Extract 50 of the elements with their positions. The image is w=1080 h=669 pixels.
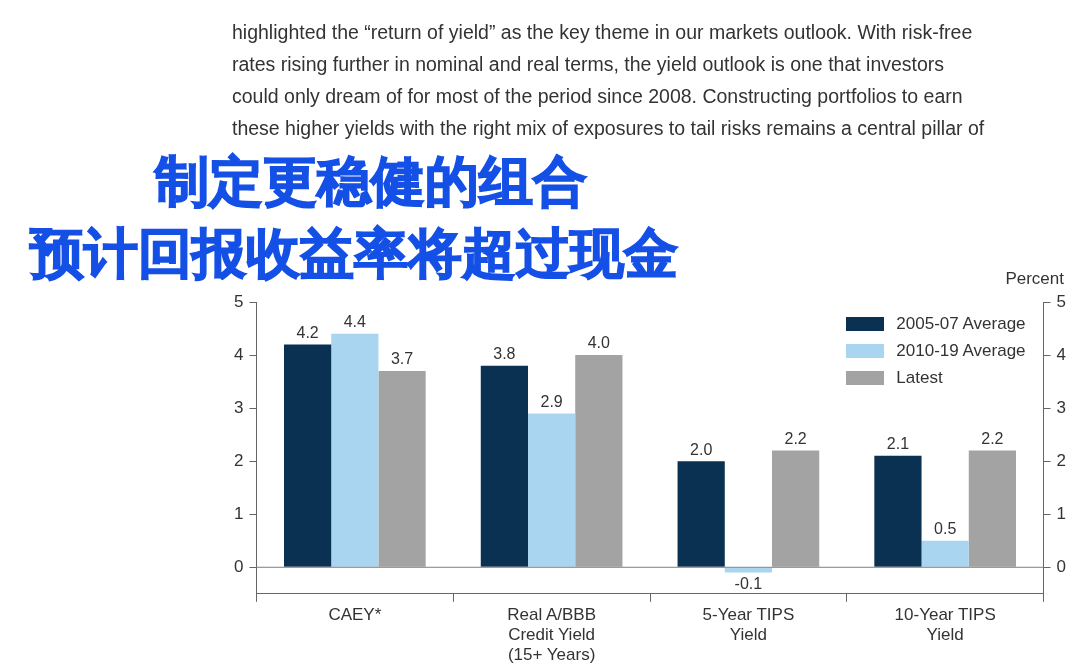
y2-tick-label: 5	[1056, 291, 1067, 311]
x-tick-label: Real A/BBB Credit Yield (15+ Years)	[507, 604, 597, 665]
chart-subtitle: 预计回报收益率将超过现金	[30, 221, 678, 287]
bar	[284, 344, 332, 567]
legend-label: 2010-19 Average	[896, 340, 1026, 361]
text: rates rising further in nominal and real terms, the yield outlook is one that investors	[232, 52, 946, 77]
data-label: 4.0	[587, 334, 611, 352]
y2-tick-label: 4	[1056, 344, 1067, 364]
bar	[724, 567, 772, 573]
y2-tick-label: 2	[1056, 450, 1067, 470]
data-label: 2.1	[886, 435, 910, 453]
data-label: 3.7	[390, 350, 414, 368]
text: highlighted the “return of yield” as the key theme in our markets outlook. With risk-free	[232, 20, 974, 45]
x-tick-label: CAEY*	[328, 604, 382, 624]
data-label: 4.4	[343, 313, 367, 331]
y2-tick-label: 0	[1056, 556, 1067, 576]
legend-label: 2005-07 Average	[896, 313, 1026, 334]
y-tick-label: 3	[233, 397, 244, 417]
chart-title: 制定更稳健的组合	[155, 149, 587, 215]
text: could only dream of for most of the period since 2008. Constructing portfolios to earn	[232, 84, 964, 109]
bar	[921, 540, 969, 567]
x-tick-label: 10-Year TIPS Yield	[894, 604, 996, 645]
bar	[772, 450, 820, 567]
bar	[331, 333, 379, 567]
data-label: 2.9	[540, 392, 563, 410]
x-tick-label: 5-Year TIPS Yield	[702, 604, 795, 645]
y-tick-label: 2	[233, 450, 244, 470]
bar	[968, 450, 1016, 567]
y-tick-label: 0	[233, 556, 244, 576]
data-label: 2.2	[981, 429, 1004, 447]
y-tick-label: 1	[233, 503, 244, 523]
bar	[528, 413, 576, 567]
data-label: 2.2	[784, 429, 807, 447]
data-label: 3.8	[493, 345, 516, 363]
data-label: 0.5	[934, 520, 957, 538]
data-label: -0.1	[734, 574, 763, 592]
y2-tick-label: 1	[1056, 503, 1067, 523]
bar	[874, 455, 922, 567]
bar	[575, 355, 623, 567]
legend-label: Latest	[896, 367, 943, 388]
y2-tick-label: 3	[1056, 397, 1067, 417]
bar	[480, 365, 528, 567]
y-tick-label: 5	[233, 291, 244, 311]
data-label: 4.2	[296, 323, 319, 341]
data-label: 2.0	[690, 440, 713, 458]
text: these higher yields with the right mix of exposures to tail risks remains a central pillar of	[232, 116, 985, 141]
y2-axis-title: Percent	[1005, 269, 1065, 289]
bar	[378, 370, 426, 567]
y-tick-label: 4	[233, 344, 244, 364]
bar	[677, 461, 725, 567]
